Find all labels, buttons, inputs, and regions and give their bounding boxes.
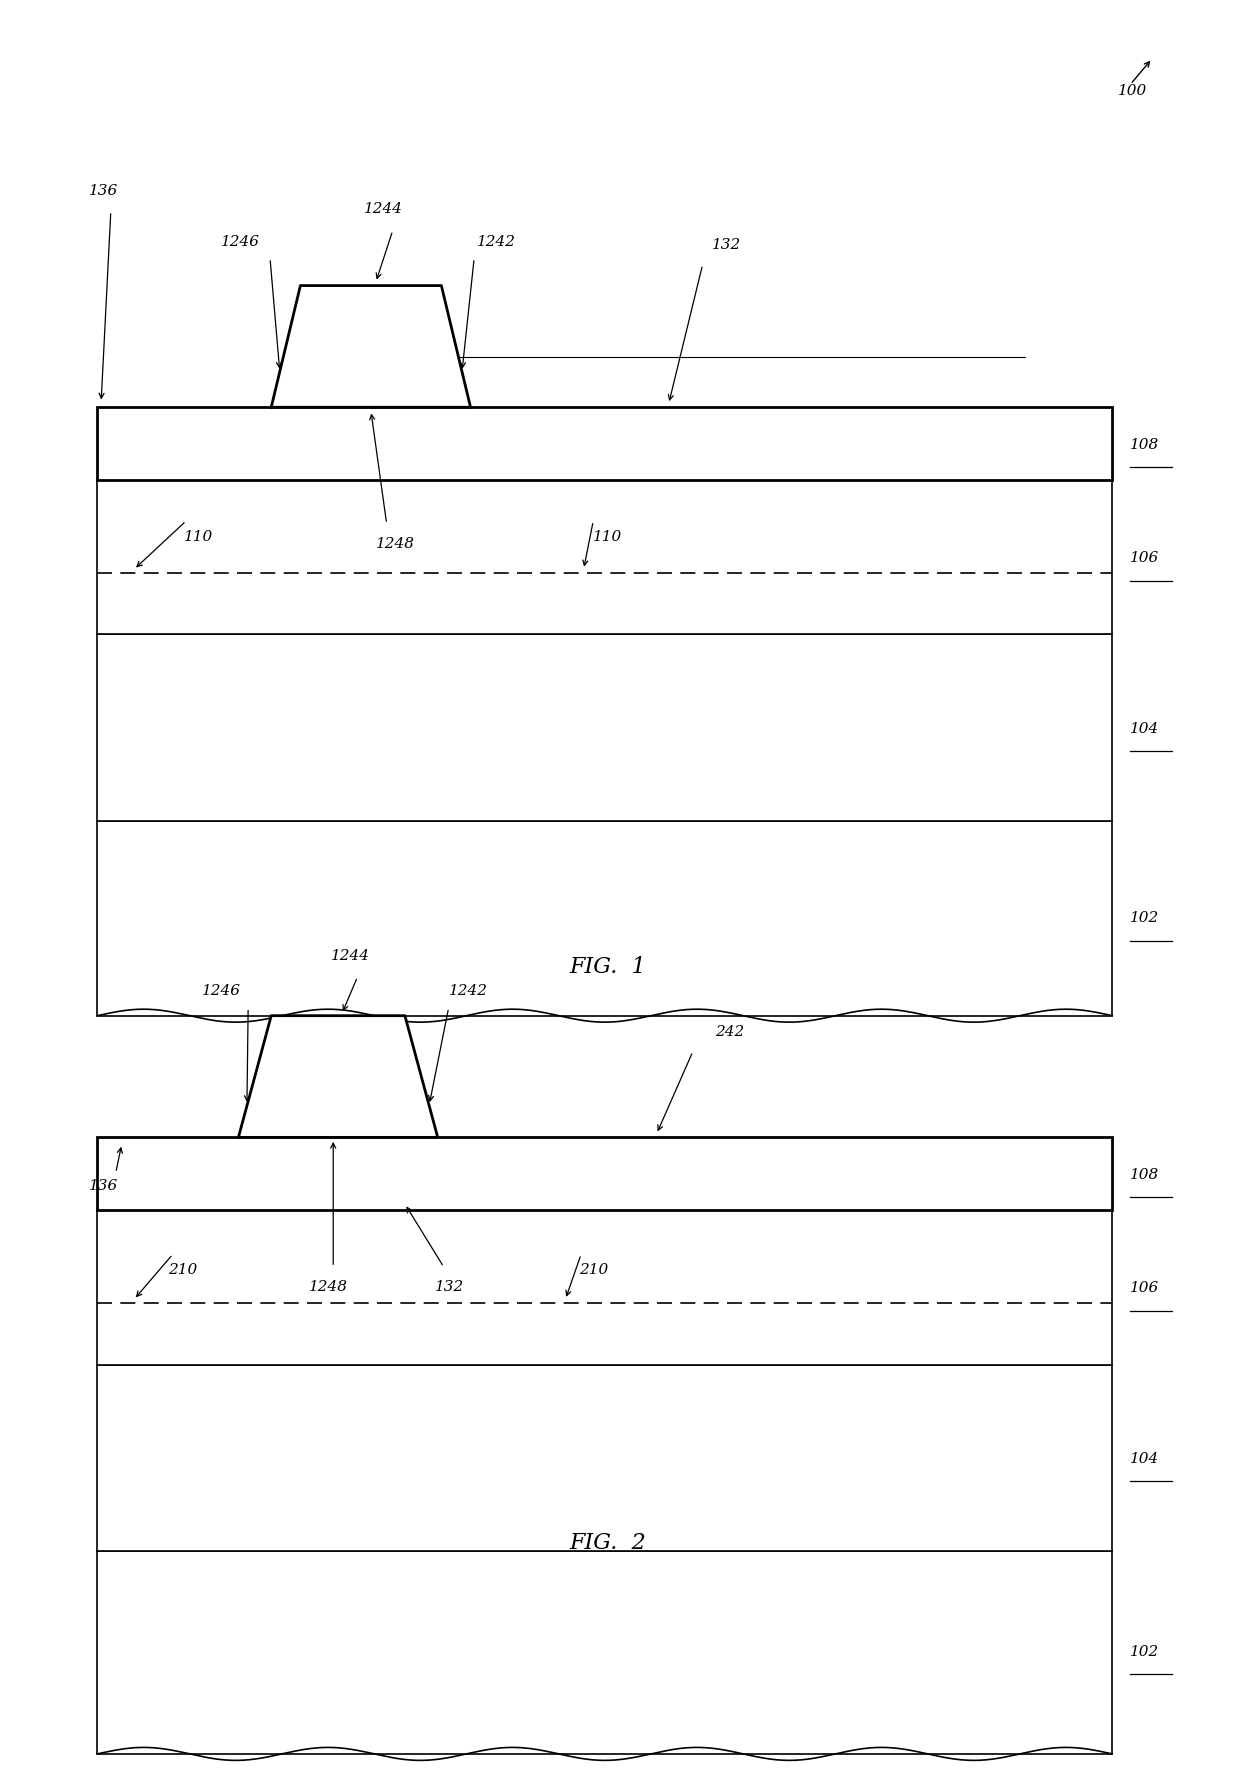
Text: 102: 102	[1131, 912, 1159, 926]
Text: 1242: 1242	[476, 234, 516, 249]
Text: 108: 108	[1131, 438, 1159, 452]
Text: 108: 108	[1131, 1168, 1159, 1182]
Text: 100: 100	[1118, 84, 1147, 98]
Text: 1246: 1246	[222, 234, 260, 249]
Bar	[98, 481, 1112, 635]
Bar	[98, 1210, 1112, 1364]
Text: 1248: 1248	[309, 1280, 348, 1295]
Bar	[98, 821, 1112, 1016]
Text: 104: 104	[1131, 1452, 1159, 1466]
Text: 110: 110	[184, 529, 213, 544]
Bar	[98, 635, 1112, 821]
Text: 124: 124	[324, 1062, 352, 1076]
Bar	[98, 408, 1112, 481]
Text: 1248: 1248	[376, 536, 414, 551]
Text: 242: 242	[714, 1025, 744, 1039]
Text: 104: 104	[1131, 722, 1159, 735]
Text: 102: 102	[1131, 1645, 1159, 1659]
Polygon shape	[272, 286, 470, 408]
Bar	[98, 1364, 1112, 1552]
Polygon shape	[238, 1016, 438, 1137]
Text: 132: 132	[435, 1280, 465, 1295]
Text: 136: 136	[89, 1178, 118, 1193]
Text: 110: 110	[593, 529, 622, 544]
Text: FIG.  1: FIG. 1	[569, 957, 646, 978]
Text: 106: 106	[1131, 551, 1159, 565]
Text: 210: 210	[579, 1264, 608, 1277]
Bar	[98, 1552, 1112, 1754]
Text: 1244: 1244	[331, 949, 370, 962]
Text: 136: 136	[89, 184, 118, 198]
Text: 124: 124	[356, 331, 386, 345]
Text: 132: 132	[712, 238, 742, 252]
Text: 1244: 1244	[363, 202, 403, 216]
Text: 1246: 1246	[202, 985, 241, 998]
Text: FIG.  2: FIG. 2	[569, 1532, 646, 1554]
Text: 1242: 1242	[449, 985, 487, 998]
Text: 106: 106	[1131, 1282, 1159, 1295]
Bar	[98, 1137, 1112, 1210]
Text: 210: 210	[167, 1264, 197, 1277]
